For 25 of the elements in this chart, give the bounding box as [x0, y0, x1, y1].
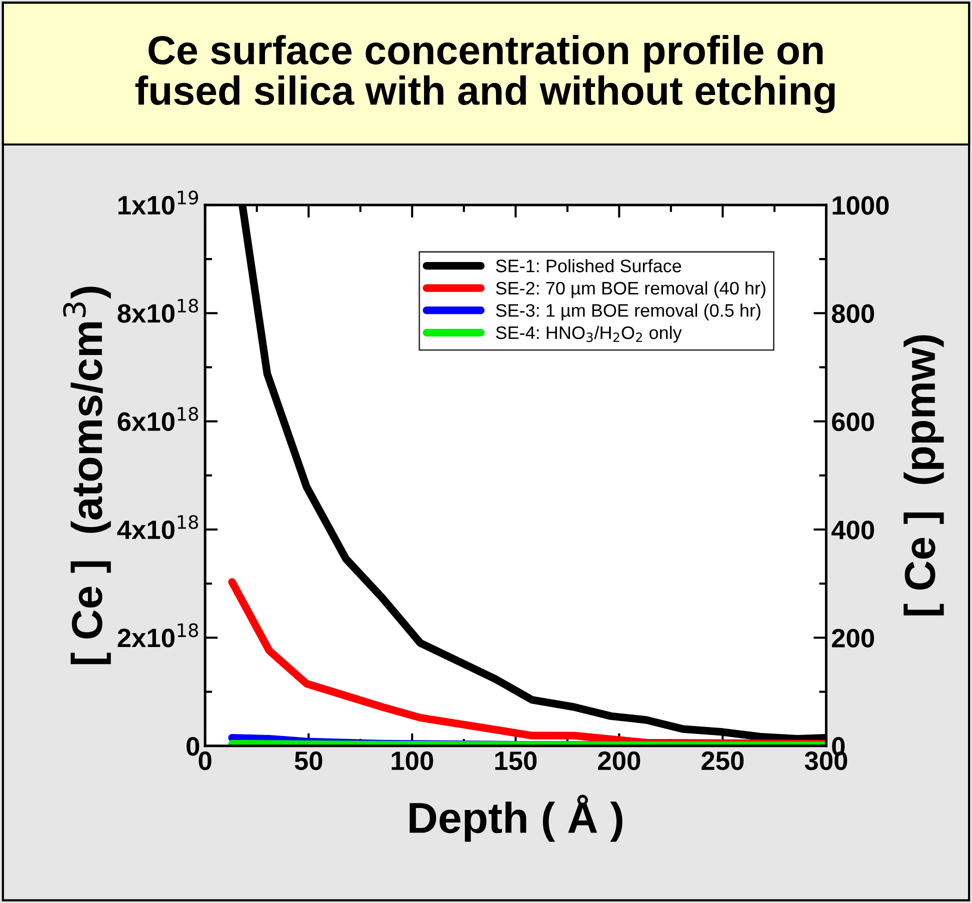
legend-label: SE-4: HNO$_{3}$/H$_{2}$O$_{2}$ only — [496, 326, 682, 343]
x-tick-label: 100 — [392, 751, 434, 770]
legend-label: SE-2: 70 µm BOE removal (40 hr) — [496, 281, 766, 298]
y-tick-label: 0 — [186, 737, 200, 756]
chart-title: Ce surface concentration profile on fused silica with and without etching — [135, 34, 835, 114]
x-tick-label: 0 — [198, 751, 212, 770]
x-tick-label: 50 — [294, 751, 322, 770]
legend-label: SE-1: Polished Surface — [496, 259, 682, 272]
y-tick-label: 4x10$^{18}$ — [117, 515, 198, 540]
y-tick-label: 8x10$^{18}$ — [118, 298, 198, 323]
x-tick-label: 250 — [702, 751, 744, 770]
y2-tick-label: 1000 — [832, 196, 889, 215]
legend-label: SE-3: 1 µm BOE removal (0.5 hr) — [496, 304, 760, 320]
y2-tick-label: 600 — [832, 412, 874, 432]
y2-tick-label: 400 — [831, 520, 874, 540]
x-axis-title: Depth ( Å ) — [410, 794, 622, 842]
y2-tick-label: 200 — [832, 628, 874, 648]
y-tick-label: 2x10$^{18}$ — [118, 623, 198, 648]
y-axis-title: [ Ce ] (atoms/cm$^{3}$) — [63, 286, 111, 664]
x-tick-label: 150 — [495, 751, 537, 770]
x-tick-label: 200 — [598, 751, 640, 770]
y2-axis-title: [ Ce ] (ppmw) — [904, 335, 944, 616]
y-tick-label: 1x10$^{19}$ — [118, 190, 198, 215]
y2-tick-label: 800 — [832, 304, 874, 323]
y-tick-label: 6x10$^{18}$ — [118, 406, 198, 431]
